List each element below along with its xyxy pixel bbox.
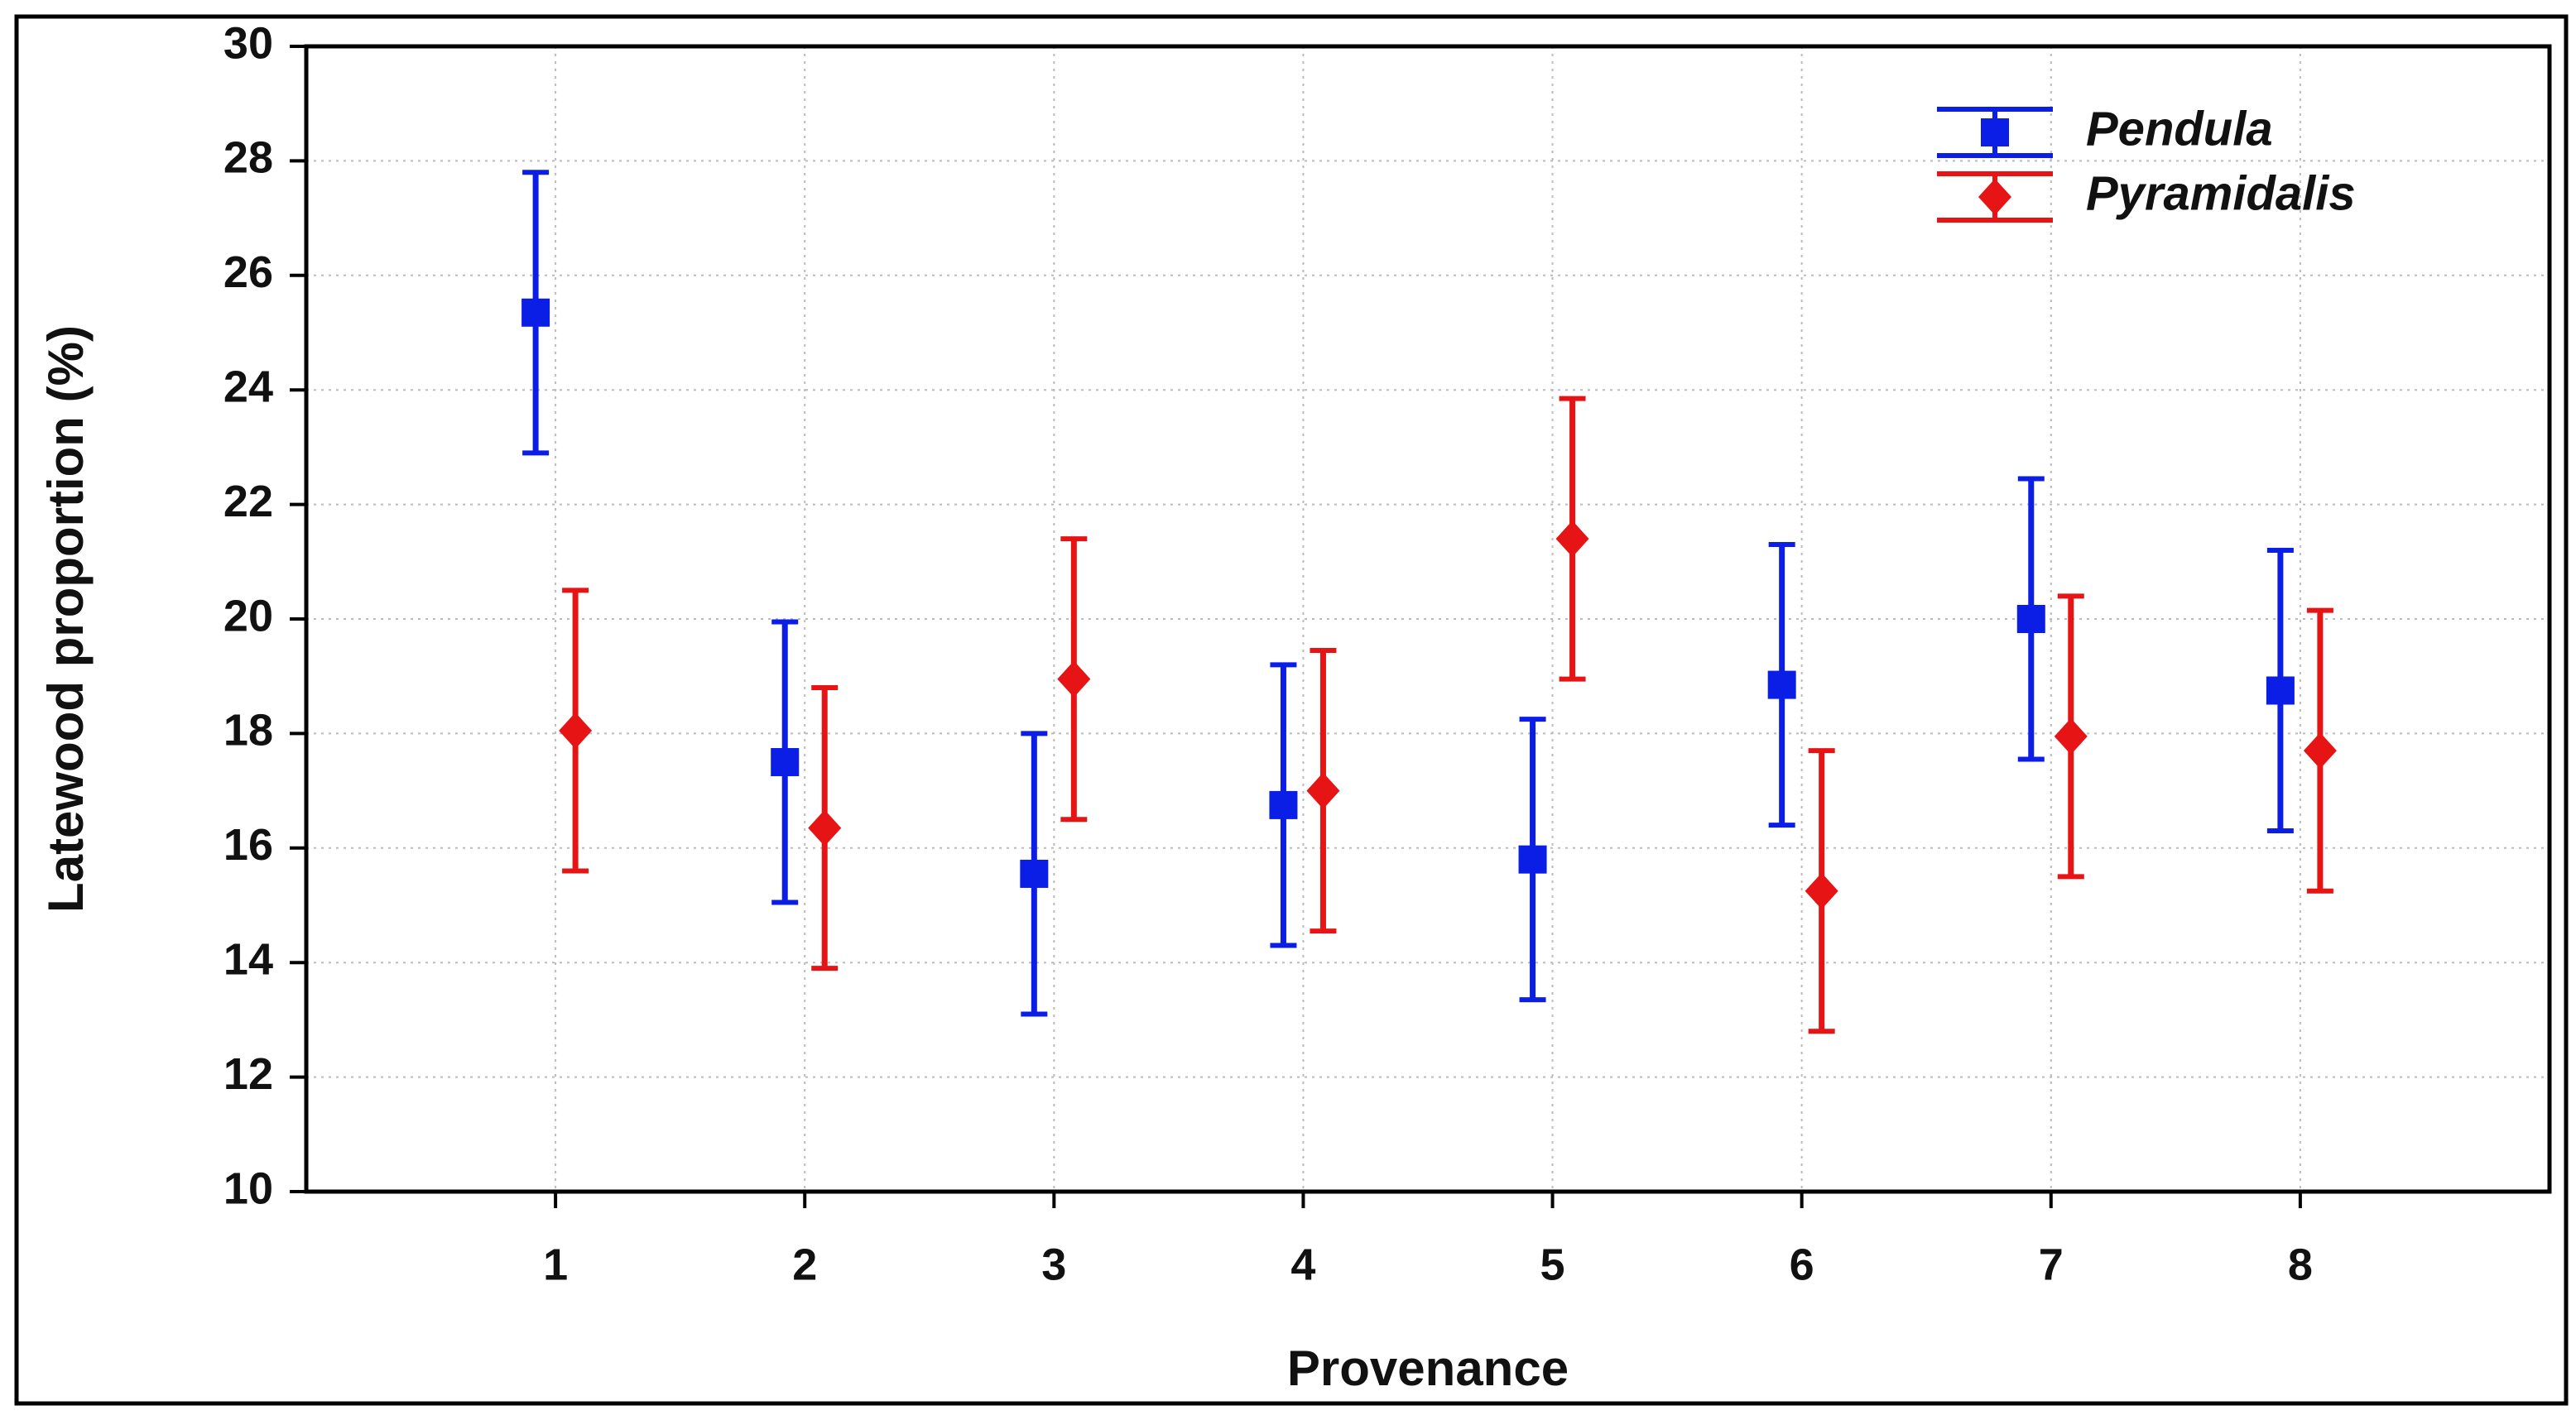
marker	[771, 748, 800, 776]
marker	[1269, 790, 1298, 819]
x-tick-label: 3	[1041, 1240, 1066, 1289]
outer-frame	[14, 14, 2569, 1406]
y-tick-label: 16	[223, 820, 273, 870]
marker	[1767, 670, 1796, 699]
marker	[1057, 660, 1091, 698]
y-tick-label: 28	[223, 133, 273, 183]
marker	[1805, 872, 1838, 909]
marker	[559, 712, 593, 749]
marker	[1555, 521, 1589, 558]
y-tick-label: 12	[223, 1049, 273, 1099]
marker	[1978, 179, 2011, 215]
y-tick-label: 18	[223, 706, 273, 756]
x-tick-label: 2	[792, 1240, 817, 1289]
marker	[1981, 118, 2009, 146]
marker	[521, 298, 550, 327]
marker	[1306, 772, 1340, 809]
legend-text: Pendula	[2086, 102, 2273, 156]
x-tick-label: 5	[1540, 1240, 1565, 1289]
y-tick-label: 20	[223, 591, 273, 640]
marker	[1518, 845, 1547, 874]
y-tick-label: 24	[223, 362, 273, 411]
x-tick-label: 7	[2039, 1240, 2064, 1289]
x-tick-label: 8	[2288, 1240, 2313, 1289]
marker	[2054, 717, 2088, 755]
y-tick-label: 22	[223, 477, 273, 526]
y-tick-label: 26	[223, 247, 273, 297]
x-tick-label: 6	[1790, 1240, 1814, 1289]
marker	[2266, 676, 2295, 705]
y-tick-label: 30	[223, 18, 273, 68]
marker	[2303, 732, 2337, 770]
plot-frame	[304, 44, 2552, 1194]
marker	[2016, 605, 2045, 633]
x-tick-label: 4	[1290, 1240, 1315, 1289]
y-axis-label: Latewood proportion (%)	[38, 325, 94, 913]
marker	[1020, 859, 1049, 888]
y-tick-label: 14	[223, 934, 273, 984]
marker	[808, 809, 842, 847]
x-tick-label: 1	[543, 1240, 568, 1289]
y-tick-label: 10	[223, 1163, 273, 1213]
legend-text: Pyramidalis	[2086, 166, 2356, 220]
x-axis-label: Provenance	[1287, 1341, 1569, 1396]
